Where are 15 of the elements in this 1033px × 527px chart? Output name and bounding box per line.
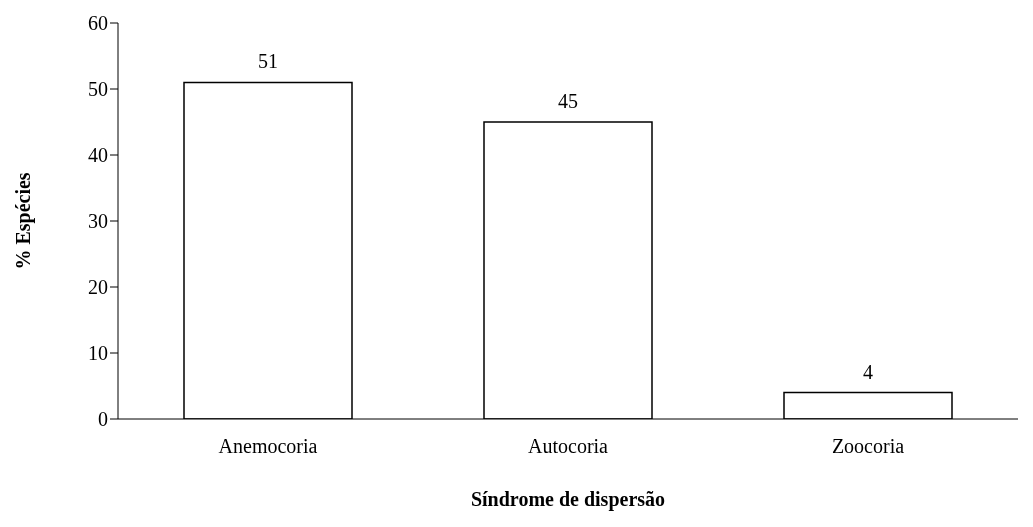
y-tick-label: 30 (88, 210, 108, 233)
data-label: 4 (863, 360, 873, 383)
data-label: 51 (258, 50, 278, 73)
x-tick-label: Zoocoria (831, 435, 905, 458)
y-tick-label: 50 (88, 78, 108, 101)
y-tick-label: 40 (88, 144, 108, 167)
y-tick-label: 0 (98, 408, 108, 431)
y-tick-label: 60 (88, 12, 108, 35)
y-tick-label: 20 (88, 276, 108, 299)
y-tick-label: 10 (88, 342, 108, 365)
y-axis-title: % Espécies (12, 172, 36, 270)
data-label: 45 (558, 90, 578, 112)
x-tick-label: Autocoria (528, 435, 609, 458)
x-tick-label: Anemocoria (218, 435, 318, 458)
x-axis-title: Síndrome de dispersão (470, 488, 666, 511)
